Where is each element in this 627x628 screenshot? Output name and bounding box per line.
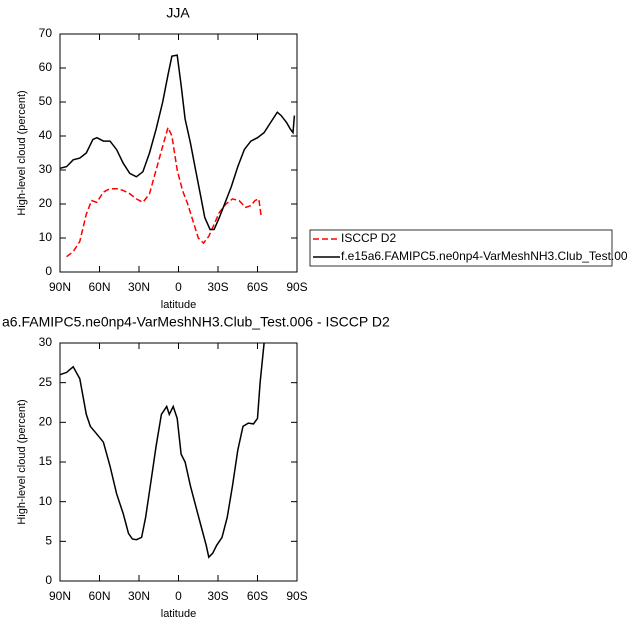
data-line: [59, 342, 265, 559]
y-tick-label: 5: [45, 534, 52, 548]
chart-title: a6.FAMIPC5.ne0np4-VarMeshNH3.Club_Test.0…: [2, 314, 390, 330]
x-axis-label: latitude: [161, 608, 196, 620]
x-tick-label: 60S: [247, 280, 268, 294]
x-tick-label: 90N: [49, 589, 71, 603]
y-tick-label: 70: [39, 26, 53, 40]
x-tick-label: 0: [175, 589, 182, 603]
y-tick-label: 30: [39, 335, 53, 349]
x-axis-label: latitude: [161, 299, 196, 311]
y-tick-label: 30: [39, 162, 53, 176]
x-tick-label: 30N: [128, 280, 150, 294]
legend-box: [309, 229, 613, 267]
x-tick-label: 90S: [286, 589, 307, 603]
legend-label: ISCCP D2: [341, 231, 396, 245]
y-tick-label: 10: [39, 230, 53, 244]
y-tick-label: 60: [39, 60, 53, 74]
y-axis-label: High-level cloud (percent): [16, 399, 28, 524]
y-tick-label: 0: [45, 573, 52, 587]
data-line: [66, 125, 263, 258]
x-tick-label: 90N: [49, 280, 71, 294]
x-tick-label: 60N: [88, 280, 110, 294]
x-tick-label: 30S: [207, 589, 228, 603]
x-tick-label: 60N: [88, 589, 110, 603]
x-tick-label: 60S: [247, 589, 268, 603]
y-tick-label: 0: [45, 264, 52, 278]
x-tick-label: 30N: [128, 589, 150, 603]
y-tick-label: 15: [39, 454, 53, 468]
plot-frame: [59, 342, 298, 582]
y-axis-label: High-level cloud (percent): [16, 90, 28, 215]
data-line: [59, 54, 296, 231]
x-tick-label: 30S: [207, 280, 228, 294]
plot-frame: [59, 33, 298, 273]
y-tick-label: 10: [39, 494, 53, 508]
x-tick-label: 0: [175, 280, 182, 294]
y-tick-label: 20: [39, 415, 53, 429]
chart-title: JJA: [166, 5, 190, 21]
legend-label: f.e15a6.FAMIPC5.ne0np4-VarMeshNH3.Club_T…: [341, 249, 627, 263]
x-tick-label: 90S: [286, 280, 307, 294]
y-tick-label: 25: [39, 375, 53, 389]
y-tick-label: 50: [39, 94, 53, 108]
y-tick-label: 20: [39, 196, 53, 210]
y-tick-label: 40: [39, 128, 53, 142]
